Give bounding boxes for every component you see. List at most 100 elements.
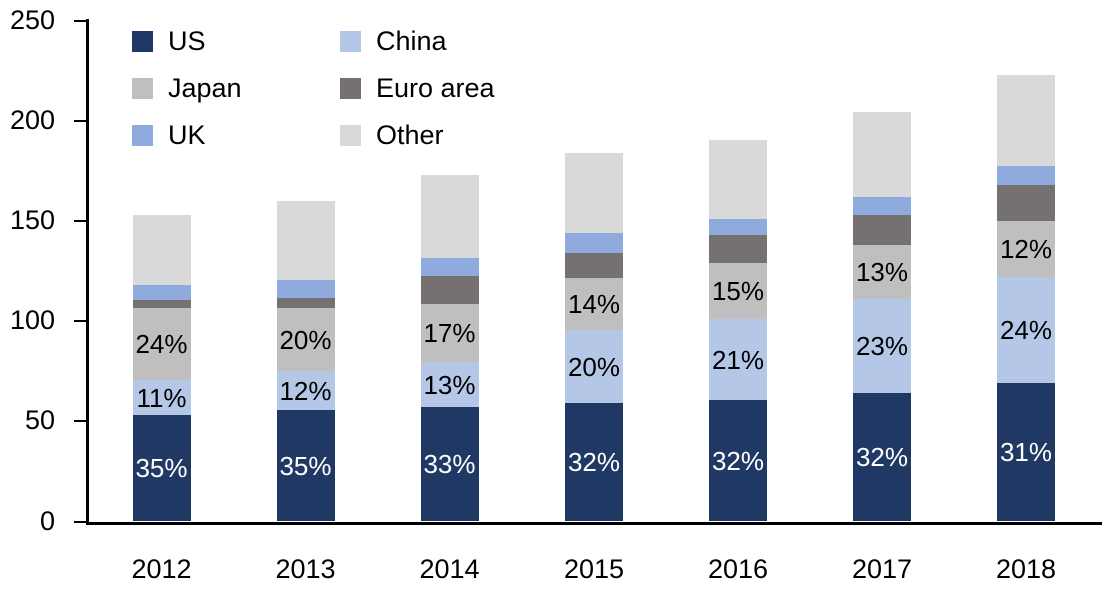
bar-segment-us-2015 — [565, 403, 623, 522]
legend-item-euro-area: Euro area — [340, 72, 495, 103]
bar-segment-other-2015 — [565, 153, 623, 234]
x-axis-line — [86, 521, 1102, 525]
segment-label-china-2018: 24% — [999, 315, 1053, 346]
legend-item-uk: UK — [132, 119, 206, 150]
segment-label-japan-2013: 20% — [279, 324, 332, 355]
bar-segment-uk-2018 — [997, 166, 1055, 186]
segment-label-us-2016: 32% — [711, 445, 765, 476]
x-label-2016: 2016 — [707, 554, 769, 584]
y-tick-mark — [74, 20, 86, 22]
bar-segment-china-2015 — [565, 330, 623, 404]
bar-segment-china-2017 — [853, 299, 911, 394]
x-label-2014: 2014 — [419, 554, 480, 584]
bar-segment-other-2016 — [709, 140, 767, 220]
bar-segment-other-2013 — [276, 201, 335, 281]
segment-label-us-2014: 33% — [423, 449, 476, 480]
bar-segment-uk-2017 — [853, 197, 911, 216]
bar-segment-uk-2014 — [420, 258, 479, 277]
bar-segment-euro-area-2012 — [132, 300, 191, 309]
bar-segment-japan-2012 — [132, 308, 191, 381]
legend-label: Other — [376, 119, 444, 150]
bar-segment-euro-area-2017 — [853, 215, 911, 246]
legend-swatch-china-icon — [340, 30, 361, 52]
legend-label: US — [168, 25, 206, 56]
segment-label-japan-2016: 15% — [711, 276, 765, 307]
segment-label-us-2018: 31% — [999, 437, 1053, 468]
legend-swatch-uk-icon — [132, 124, 153, 146]
bar-segment-uk-2012 — [132, 285, 191, 301]
bar-segment-japan-2014 — [420, 304, 479, 363]
bar-segment-japan-2016 — [709, 263, 767, 320]
bar-segment-euro-area-2015 — [565, 253, 623, 279]
bar-segment-other-2018 — [997, 75, 1055, 167]
bar-segment-euro-area-2016 — [709, 235, 767, 264]
bar-segment-us-2013 — [276, 410, 335, 522]
legend-swatch-japan-icon — [132, 77, 153, 99]
legend-label: UK — [168, 119, 206, 150]
y-tick-label: 200 — [9, 105, 55, 136]
bar-segment-uk-2013 — [276, 280, 335, 299]
x-label-2018: 2018 — [995, 554, 1057, 584]
x-label-2013: 2013 — [275, 554, 336, 584]
bar-segment-euro-area-2013 — [276, 298, 335, 309]
segment-label-japan-2018: 12% — [999, 234, 1053, 265]
bar-segment-china-2014 — [420, 362, 479, 408]
y-tick-label: 250 — [9, 5, 55, 35]
x-label-2012: 2012 — [131, 554, 192, 584]
bar-segment-other-2014 — [420, 175, 479, 259]
segment-label-us-2015: 32% — [567, 447, 621, 478]
y-tick-label: 150 — [9, 205, 55, 236]
bar-segment-us-2014 — [420, 407, 479, 522]
bar-segment-us-2017 — [853, 393, 911, 522]
legend-item-us: US — [132, 25, 206, 56]
bar-segment-us-2012 — [132, 415, 191, 522]
y-tick-label: 50 — [24, 405, 55, 436]
x-label-2015: 2015 — [563, 554, 625, 584]
bar-segment-china-2016 — [709, 319, 767, 401]
segment-label-us-2017: 32% — [855, 442, 909, 473]
bar-segment-japan-2017 — [853, 245, 911, 300]
x-label-2017: 2017 — [851, 554, 913, 584]
bar-segment-euro-area-2014 — [420, 276, 479, 305]
segment-label-japan-2012: 24% — [135, 329, 188, 360]
segment-label-japan-2017: 13% — [855, 257, 909, 288]
y-tick-mark — [74, 120, 86, 123]
segment-label-china-2012: 11% — [136, 382, 187, 413]
segment-label-china-2014: 13% — [423, 369, 476, 400]
legend-swatch-other-icon — [340, 124, 361, 146]
bar-segment-euro-area-2018 — [997, 185, 1055, 222]
y-axis-line — [86, 19, 89, 525]
segment-label-china-2015: 20% — [567, 351, 621, 382]
bar-segment-other-2017 — [853, 112, 911, 198]
segment-label-china-2016: 21% — [711, 344, 765, 375]
bar-segment-china-2018 — [997, 277, 1055, 384]
bar-segment-japan-2013 — [276, 308, 335, 372]
y-tick-mark — [74, 220, 86, 223]
segment-label-japan-2014: 17% — [423, 318, 476, 349]
y-tick-mark — [74, 520, 86, 523]
segment-label-china-2017: 23% — [855, 331, 909, 362]
y-tick-mark — [74, 420, 86, 423]
bar-segment-uk-2015 — [565, 233, 623, 254]
segment-label-us-2013: 35% — [279, 450, 332, 481]
y-tick-mark — [74, 320, 86, 323]
bar-segment-uk-2016 — [709, 219, 767, 236]
y-tick-label: 0 — [39, 505, 55, 536]
legend-label: China — [376, 25, 447, 56]
bar-segment-japan-2015 — [565, 278, 623, 331]
legend-swatch-euro-area-icon — [340, 77, 361, 99]
bar-segment-other-2012 — [132, 215, 191, 286]
legend-item-japan: Japan — [132, 74, 242, 101]
legend-item-other: Other — [340, 119, 444, 150]
segment-label-japan-2015: 14% — [567, 289, 621, 320]
legend-swatch-us-icon — [132, 30, 153, 52]
legend-item-china: China — [340, 25, 447, 56]
bar-segment-japan-2018 — [997, 221, 1055, 278]
legend-label: Euro area — [376, 72, 495, 103]
bar-segment-china-2012 — [132, 380, 191, 416]
bar-segment-china-2013 — [276, 371, 335, 411]
segment-label-china-2013: 12% — [279, 375, 332, 406]
segment-label-us-2012: 35% — [135, 453, 188, 484]
